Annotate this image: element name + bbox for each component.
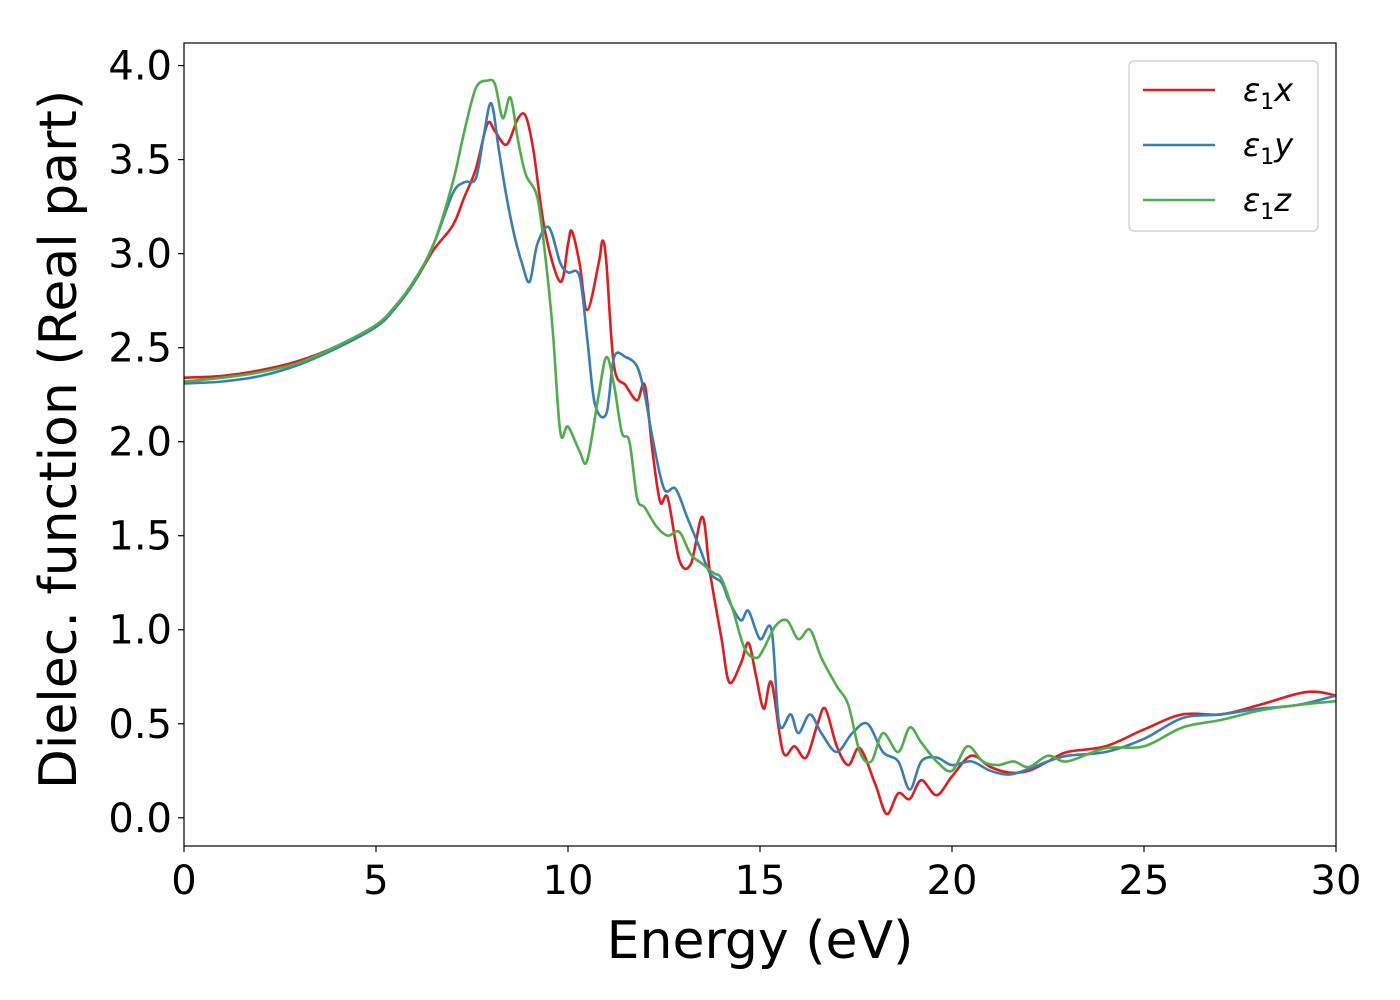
legend: ε1x ε1y ε1z — [1128, 60, 1319, 232]
y-tick-label: 0.0 — [108, 796, 172, 842]
y-tick-label: 3.0 — [108, 232, 172, 278]
y-tick-label: 4.0 — [108, 44, 172, 90]
x-axis-label: Energy (eV) — [607, 911, 914, 971]
x-tick-label: 10 — [543, 858, 594, 904]
y-tick-label: 2.5 — [108, 326, 172, 372]
legend-label-x: ε1x — [1243, 71, 1294, 115]
y-tick-label: 1.0 — [108, 608, 172, 654]
y-tick-label: 3.5 — [108, 138, 172, 184]
series-line-z — [184, 78, 1336, 773]
series-line-y — [184, 101, 1336, 791]
series-layer — [184, 78, 1336, 816]
y-tick-label: 1.5 — [108, 514, 172, 560]
x-tick-label: 5 — [363, 858, 388, 904]
x-tick-label: 15 — [735, 858, 786, 904]
x-tick-label: 25 — [1119, 858, 1170, 904]
legend-label-y: ε1y — [1243, 126, 1294, 170]
legend-label-z: ε1z — [1243, 181, 1292, 225]
y-tick-label: 0.5 — [108, 702, 172, 748]
x-tick-label: 30 — [1311, 858, 1362, 904]
legend-box — [1128, 60, 1319, 232]
axes: 0 5 10 15 20 25 30 0.0 0.5 1.0 1.5 2.0 2.5 3.0 3.5 4.0 — [108, 42, 1362, 904]
x-tick-label: 20 — [927, 858, 978, 904]
y-tick-label: 2.0 — [108, 420, 172, 466]
y-axis-label: Dielec. function (Real part) — [29, 90, 89, 789]
x-tick-label: 0 — [171, 858, 196, 904]
